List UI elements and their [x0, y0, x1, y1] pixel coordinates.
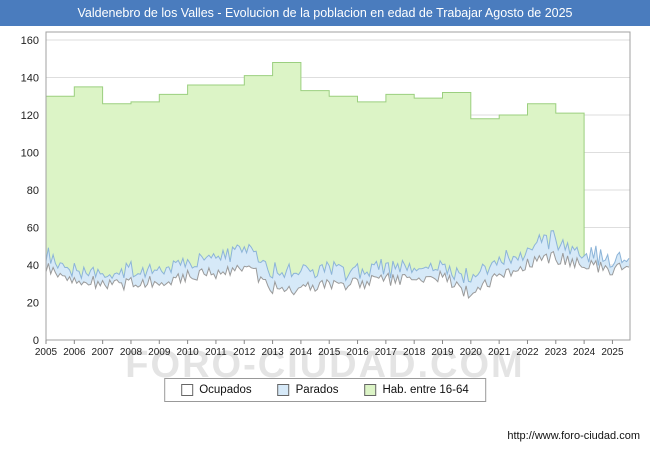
svg-text:2018: 2018 — [403, 347, 426, 358]
svg-text:140: 140 — [21, 73, 39, 85]
svg-text:2016: 2016 — [346, 347, 369, 358]
svg-text:2022: 2022 — [516, 347, 539, 358]
legend-swatch-hab-16-64 — [364, 384, 377, 396]
legend-label-ocupados: Ocupados — [199, 384, 252, 396]
legend-swatch-ocupados — [181, 384, 194, 396]
svg-text:2005: 2005 — [35, 347, 58, 358]
svg-text:2007: 2007 — [92, 347, 115, 358]
site-url: http://www.foro-ciudad.com — [507, 430, 640, 442]
svg-text:100: 100 — [21, 148, 39, 160]
svg-text:2014: 2014 — [290, 347, 313, 358]
legend-box: Ocupados Parados Hab. entre 16-64 — [164, 378, 486, 402]
svg-text:2009: 2009 — [148, 347, 171, 358]
svg-text:160: 160 — [21, 35, 39, 47]
svg-text:2013: 2013 — [261, 347, 284, 358]
svg-text:80: 80 — [27, 185, 39, 197]
legend-item-hab-16-64: Hab. entre 16-64 — [364, 384, 469, 396]
svg-text:0: 0 — [33, 335, 39, 347]
svg-text:2019: 2019 — [431, 347, 454, 358]
legend-item-parados: Parados — [277, 384, 339, 396]
svg-text:2011: 2011 — [205, 347, 227, 358]
svg-text:2010: 2010 — [176, 347, 199, 358]
legend-item-ocupados: Ocupados — [181, 384, 252, 396]
svg-text:120: 120 — [21, 110, 39, 122]
svg-text:2015: 2015 — [318, 347, 341, 358]
svg-text:2006: 2006 — [63, 347, 86, 358]
svg-text:2021: 2021 — [488, 347, 511, 358]
svg-text:2020: 2020 — [460, 347, 483, 358]
svg-text:2025: 2025 — [601, 347, 624, 358]
svg-text:2017: 2017 — [375, 347, 398, 358]
legend-label-hab-16-64: Hab. entre 16-64 — [382, 384, 469, 396]
svg-text:2024: 2024 — [573, 347, 596, 358]
svg-text:2008: 2008 — [120, 347, 143, 358]
legend-swatch-parados — [277, 384, 290, 396]
svg-text:2023: 2023 — [545, 347, 568, 358]
chart-title-bar: Valdenebro de los Valles - Evolucion de … — [0, 0, 650, 26]
svg-text:2012: 2012 — [233, 347, 256, 358]
svg-text:20: 20 — [27, 298, 39, 310]
svg-text:60: 60 — [27, 223, 39, 235]
svg-text:40: 40 — [27, 260, 39, 272]
legend-label-parados: Parados — [295, 384, 339, 396]
